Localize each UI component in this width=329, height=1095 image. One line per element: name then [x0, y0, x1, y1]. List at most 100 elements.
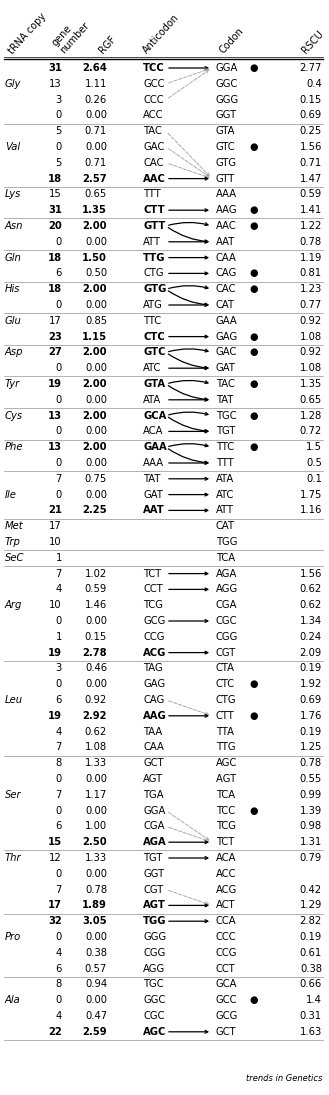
Text: 0.00: 0.00 — [85, 111, 107, 120]
Text: 1.33: 1.33 — [85, 758, 107, 769]
Text: 1.50: 1.50 — [82, 253, 107, 263]
Text: 0.00: 0.00 — [85, 774, 107, 784]
Text: 2.00: 2.00 — [83, 442, 107, 452]
Text: GTA: GTA — [216, 126, 236, 136]
Text: 1.76: 1.76 — [300, 711, 322, 721]
Text: 1.16: 1.16 — [300, 506, 322, 516]
Text: RSCU: RSCU — [300, 28, 325, 56]
Text: 17: 17 — [48, 900, 62, 910]
Text: Asn: Asn — [5, 221, 23, 231]
Text: CAC: CAC — [216, 285, 237, 295]
Text: 1.08: 1.08 — [300, 332, 322, 342]
Text: 10: 10 — [49, 600, 62, 610]
Text: 0.26: 0.26 — [85, 94, 107, 105]
Text: CTG: CTG — [143, 268, 164, 278]
Text: 6: 6 — [56, 964, 62, 973]
Text: 31: 31 — [48, 64, 62, 73]
Text: 0: 0 — [56, 806, 62, 816]
Text: ●: ● — [250, 995, 258, 1005]
Text: AAA: AAA — [143, 458, 164, 468]
Text: CGG: CGG — [143, 948, 165, 958]
Text: 0.00: 0.00 — [85, 616, 107, 626]
Text: 1.63: 1.63 — [300, 1027, 322, 1037]
Text: GCA: GCA — [216, 979, 238, 990]
Text: GGC: GGC — [143, 995, 165, 1005]
Text: Arg: Arg — [5, 600, 22, 610]
Text: TTG: TTG — [143, 253, 165, 263]
Text: AGC: AGC — [143, 1027, 166, 1037]
Text: 32: 32 — [48, 917, 62, 926]
Text: TAT: TAT — [143, 474, 160, 484]
Text: 23: 23 — [48, 332, 62, 342]
Text: TCT: TCT — [143, 568, 161, 578]
Text: 17: 17 — [49, 315, 62, 326]
Text: GTG: GTG — [143, 285, 166, 295]
Text: ATA: ATA — [216, 474, 234, 484]
Text: Lys: Lys — [5, 189, 21, 199]
Text: 7: 7 — [56, 474, 62, 484]
Text: TGG: TGG — [143, 917, 166, 926]
Text: 0.75: 0.75 — [85, 474, 107, 484]
Text: 0.61: 0.61 — [300, 948, 322, 958]
Text: 12: 12 — [49, 853, 62, 863]
Text: 2.59: 2.59 — [82, 1027, 107, 1037]
Text: ●: ● — [250, 205, 258, 216]
Text: 0.99: 0.99 — [300, 789, 322, 799]
Text: Ala: Ala — [5, 995, 21, 1005]
Text: GCG: GCG — [143, 616, 165, 626]
Text: 1.23: 1.23 — [300, 285, 322, 295]
Text: 1.5: 1.5 — [306, 442, 322, 452]
Text: GTG: GTG — [216, 158, 237, 168]
Text: ACA: ACA — [143, 426, 164, 437]
Text: GTC: GTC — [216, 142, 236, 152]
Text: 0: 0 — [56, 395, 62, 405]
Text: 19: 19 — [48, 711, 62, 721]
Text: CCC: CCC — [143, 94, 164, 105]
Text: 7: 7 — [56, 742, 62, 752]
Text: 0.69: 0.69 — [300, 111, 322, 120]
Text: 3: 3 — [56, 94, 62, 105]
Text: CAA: CAA — [143, 742, 164, 752]
Text: TCG: TCG — [216, 821, 236, 831]
Text: 1.00: 1.00 — [85, 821, 107, 831]
Text: 1.29: 1.29 — [300, 900, 322, 910]
Text: TGT: TGT — [143, 853, 163, 863]
Text: 4: 4 — [56, 1011, 62, 1021]
Text: 17: 17 — [49, 521, 62, 531]
Text: Tyr: Tyr — [5, 379, 20, 389]
Text: ●: ● — [250, 411, 258, 420]
Text: ACA: ACA — [216, 853, 237, 863]
Text: 0: 0 — [56, 679, 62, 689]
Text: CGG: CGG — [216, 632, 239, 642]
Text: 0.62: 0.62 — [300, 585, 322, 595]
Text: GGT: GGT — [216, 111, 237, 120]
Text: 18: 18 — [48, 285, 62, 295]
Text: TTG: TTG — [216, 742, 236, 752]
Text: ●: ● — [250, 64, 258, 73]
Text: 27: 27 — [48, 347, 62, 357]
Text: 0.00: 0.00 — [85, 300, 107, 310]
Text: TCA: TCA — [216, 789, 235, 799]
Text: CGC: CGC — [216, 616, 238, 626]
Text: Ile: Ile — [5, 489, 17, 499]
Text: Asp: Asp — [5, 347, 23, 357]
Text: GCG: GCG — [216, 1011, 239, 1021]
Text: ATA: ATA — [143, 395, 161, 405]
Text: CTT: CTT — [216, 711, 235, 721]
Text: GCA: GCA — [143, 411, 166, 420]
Text: 0.94: 0.94 — [85, 979, 107, 990]
Text: Cys: Cys — [5, 411, 23, 420]
Text: ●: ● — [250, 711, 258, 721]
Text: GCC: GCC — [143, 79, 164, 89]
Text: 0.00: 0.00 — [85, 395, 107, 405]
Text: 1.17: 1.17 — [85, 789, 107, 799]
Text: 1.08: 1.08 — [85, 742, 107, 752]
Text: ATT: ATT — [216, 506, 234, 516]
Text: TAG: TAG — [143, 664, 163, 673]
Text: 3.05: 3.05 — [82, 917, 107, 926]
Text: AGG: AGG — [143, 964, 165, 973]
Text: 0.69: 0.69 — [300, 695, 322, 705]
Text: 1.46: 1.46 — [85, 600, 107, 610]
Text: 0.5: 0.5 — [306, 458, 322, 468]
Text: 2.78: 2.78 — [82, 647, 107, 658]
